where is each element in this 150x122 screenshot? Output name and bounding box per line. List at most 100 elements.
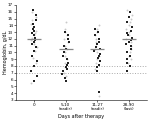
Point xyxy=(128,31,130,33)
Point xyxy=(95,38,97,40)
Point xyxy=(34,36,36,38)
Point xyxy=(96,70,99,72)
Point xyxy=(129,21,131,23)
Point xyxy=(34,30,37,32)
Point xyxy=(62,38,65,40)
Point xyxy=(63,51,66,53)
Point xyxy=(130,48,132,50)
Point xyxy=(98,41,100,43)
Point xyxy=(131,36,133,38)
Point xyxy=(94,35,96,36)
Point xyxy=(98,55,100,57)
Point xyxy=(34,50,36,52)
Point xyxy=(67,38,70,40)
Point xyxy=(33,35,35,36)
Point xyxy=(64,66,66,68)
Point xyxy=(98,91,100,93)
Point xyxy=(61,73,64,75)
Point xyxy=(36,60,38,61)
Point xyxy=(67,62,70,64)
Point xyxy=(33,50,35,52)
Point xyxy=(98,38,100,40)
Point xyxy=(33,65,36,67)
Point xyxy=(30,70,32,72)
Point xyxy=(31,36,34,38)
Point xyxy=(130,30,133,32)
Point xyxy=(30,43,33,45)
Y-axis label: Hemoglobin, g/dL: Hemoglobin, g/dL xyxy=(3,31,8,74)
Point xyxy=(32,80,35,82)
Point xyxy=(34,62,37,64)
Point xyxy=(65,58,68,60)
Point xyxy=(94,48,96,50)
Point xyxy=(31,55,33,57)
Point xyxy=(99,53,101,55)
Point xyxy=(31,19,34,21)
Point xyxy=(35,16,38,18)
Point xyxy=(126,58,129,60)
Point xyxy=(96,66,98,68)
Point xyxy=(33,41,35,43)
Point xyxy=(65,75,67,77)
Point xyxy=(127,55,130,57)
Point xyxy=(32,26,34,28)
Point xyxy=(62,70,64,72)
Point xyxy=(130,26,133,28)
Point xyxy=(64,80,67,82)
Point xyxy=(30,23,32,25)
Point xyxy=(34,39,37,41)
Point xyxy=(98,64,100,66)
Point xyxy=(97,57,100,59)
Point xyxy=(36,46,38,48)
Point xyxy=(67,35,69,36)
Point xyxy=(35,75,38,77)
Point xyxy=(66,35,68,36)
Point xyxy=(64,31,67,33)
Point xyxy=(126,35,129,36)
Point xyxy=(131,14,133,16)
Point xyxy=(32,28,34,30)
Point xyxy=(99,60,101,61)
Point xyxy=(63,72,65,74)
Point xyxy=(30,82,32,84)
Point xyxy=(64,31,66,33)
Point xyxy=(64,51,66,53)
Point xyxy=(96,43,98,45)
Point xyxy=(130,18,132,20)
Point xyxy=(98,96,101,97)
Point xyxy=(129,11,132,13)
Point xyxy=(64,77,66,79)
Point xyxy=(95,46,97,48)
Point xyxy=(97,31,100,33)
Point xyxy=(125,28,128,30)
Point xyxy=(95,41,97,43)
Point xyxy=(99,48,101,50)
Point xyxy=(63,45,65,47)
Point xyxy=(95,45,98,47)
Point xyxy=(126,9,128,11)
Point xyxy=(127,62,129,64)
Point xyxy=(31,11,33,13)
Point xyxy=(130,45,132,47)
Point xyxy=(94,35,96,36)
Point xyxy=(32,23,34,25)
Point xyxy=(98,55,101,57)
Point xyxy=(94,68,96,70)
Point xyxy=(64,66,67,68)
Point xyxy=(67,41,69,43)
Point xyxy=(34,32,36,34)
Point xyxy=(126,51,128,53)
Point xyxy=(33,41,35,43)
Point xyxy=(96,58,98,60)
Point xyxy=(125,38,127,40)
Point xyxy=(32,57,35,59)
Point xyxy=(95,62,97,64)
Point xyxy=(33,26,35,28)
Point xyxy=(65,48,67,50)
Point xyxy=(128,41,130,43)
Point xyxy=(126,21,128,23)
Point xyxy=(35,19,37,21)
Point xyxy=(66,48,68,50)
Point xyxy=(129,51,131,53)
Point xyxy=(33,30,35,32)
